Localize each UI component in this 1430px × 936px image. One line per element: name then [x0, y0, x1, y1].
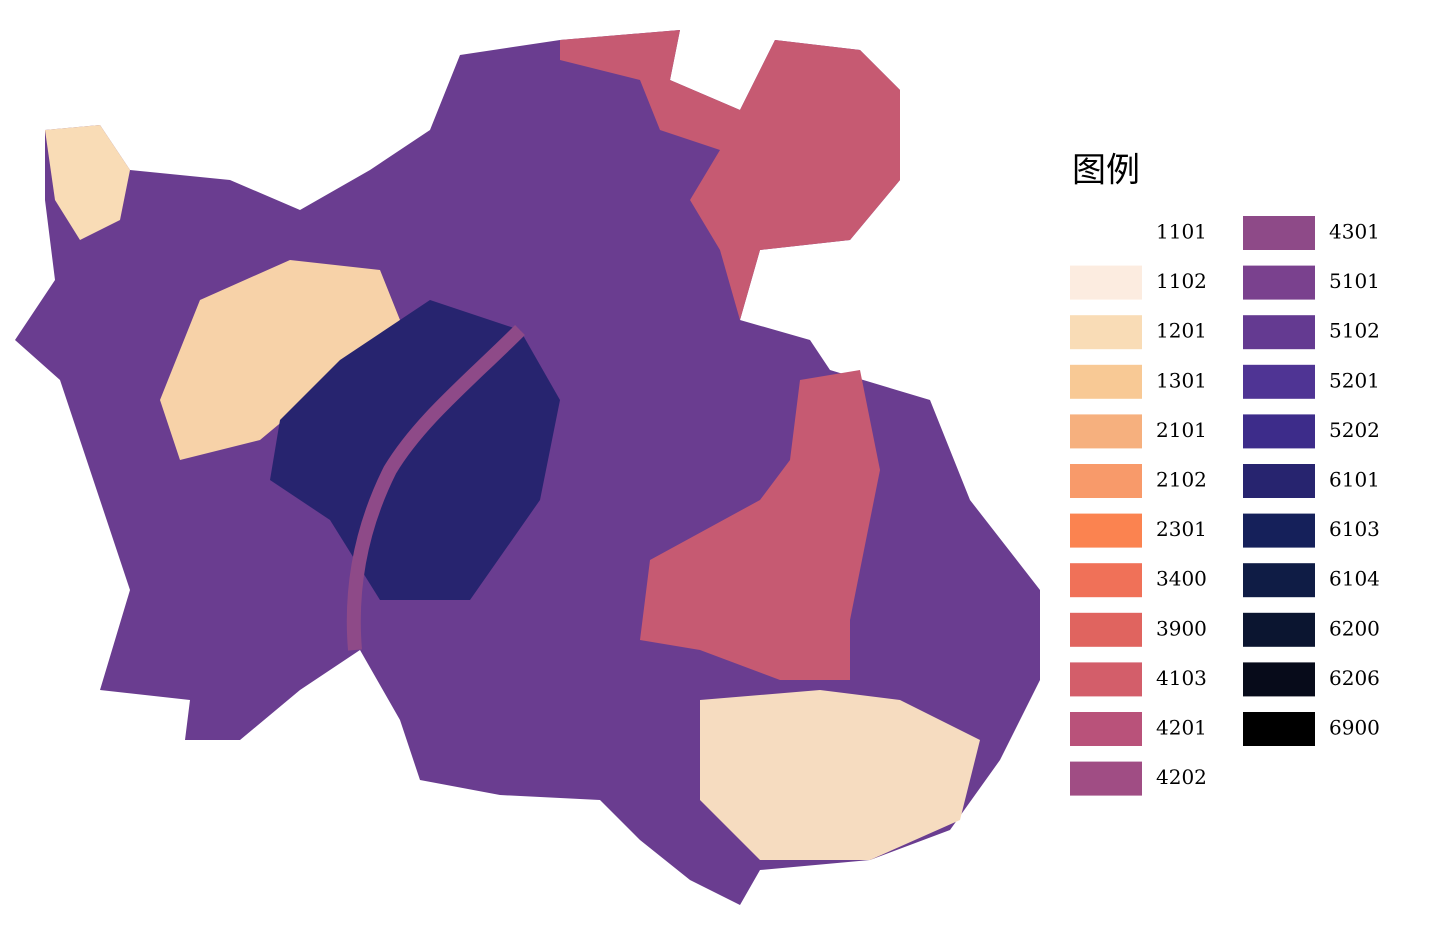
- legend-label: 6101: [1329, 468, 1380, 492]
- legend-label: 5201: [1329, 368, 1380, 392]
- legend-swatch: [1243, 265, 1315, 300]
- legend: 1101 1102 1201 1301 2101 2102 2301 3400 3900 4103…: [1070, 216, 1380, 796]
- legend-label: 5202: [1329, 418, 1380, 442]
- legend-swatch: [1070, 612, 1142, 647]
- legend-swatch: [1070, 315, 1142, 350]
- legend-swatch: [1243, 364, 1315, 399]
- legend-label: 2102: [1156, 468, 1207, 492]
- legend-swatch: [1243, 216, 1315, 250]
- region-center-dark: [270, 300, 560, 600]
- legend-title: 图例: [1072, 151, 1140, 191]
- legend-label: 6103: [1329, 517, 1380, 541]
- legend-swatch: [1070, 563, 1142, 598]
- legend-swatch: [1070, 364, 1142, 399]
- legend-swatch: [1243, 712, 1315, 746]
- legend-label: 5102: [1329, 319, 1380, 343]
- legend-label: 6206: [1329, 666, 1380, 690]
- legend-label: 4301: [1329, 220, 1380, 244]
- legend-label: 5101: [1329, 269, 1380, 293]
- legend-swatch: [1070, 464, 1142, 498]
- map: [15, 30, 1040, 905]
- legend-label: 6104: [1329, 567, 1380, 591]
- legend-swatch: [1243, 662, 1315, 697]
- legend-swatch: [1070, 216, 1142, 250]
- legend-label: 1201: [1156, 319, 1207, 343]
- legend-swatch: [1243, 315, 1315, 350]
- legend-swatch: [1243, 513, 1315, 548]
- legend-swatch: [1243, 414, 1315, 449]
- legend-label: 3400: [1156, 567, 1207, 591]
- legend-swatch: [1070, 761, 1142, 796]
- legend-label: 1102: [1156, 269, 1207, 293]
- legend-swatch: [1243, 563, 1315, 598]
- legend-label: 4103: [1156, 666, 1207, 690]
- region-northeast: [560, 30, 900, 320]
- legend-label: 2301: [1156, 517, 1207, 541]
- legend-swatch: [1070, 414, 1142, 449]
- region-east-lake: [640, 370, 880, 680]
- legend-swatch: [1070, 513, 1142, 548]
- region-southeast-light: [700, 690, 980, 860]
- legend-label: 6200: [1329, 616, 1380, 640]
- legend-swatch: [1070, 712, 1142, 746]
- legend-swatch: [1070, 265, 1142, 300]
- legend-label: 1101: [1156, 220, 1207, 244]
- legend-swatch: [1243, 464, 1315, 498]
- legend-label: 4201: [1156, 716, 1207, 740]
- legend-swatch: [1243, 612, 1315, 647]
- legend-label: 4202: [1156, 765, 1207, 789]
- legend-label: 1301: [1156, 368, 1207, 392]
- region-northwest-light: [45, 125, 130, 240]
- legend-label: 2101: [1156, 418, 1207, 442]
- region-west-light: [160, 260, 400, 460]
- river: [346, 325, 525, 651]
- legend-swatch: [1070, 662, 1142, 697]
- legend-label: 3900: [1156, 616, 1207, 640]
- legend-label: 6900: [1329, 716, 1380, 740]
